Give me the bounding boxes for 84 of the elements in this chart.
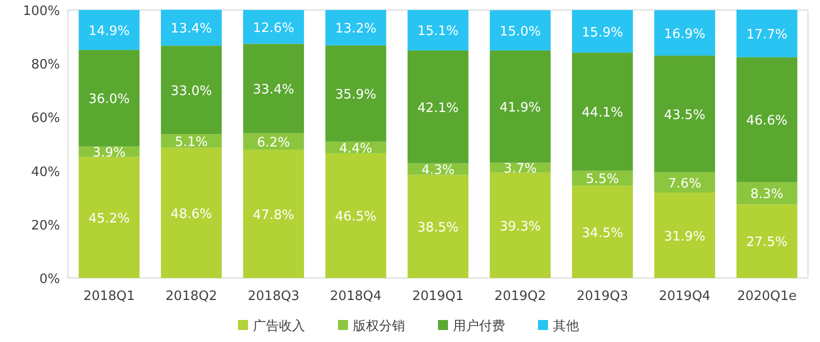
data-label: 33.4% [252, 82, 294, 98]
data-label: 14.9% [88, 24, 130, 39]
bar [654, 172, 716, 193]
data-label: 7.6% [668, 176, 702, 192]
bar [736, 204, 798, 278]
data-label: 4.4% [339, 141, 372, 156]
data-label: 15.1% [417, 24, 459, 40]
bar [736, 10, 798, 58]
bar [654, 10, 716, 56]
bar [325, 10, 386, 46]
y-tick-label: 20% [31, 218, 60, 234]
data-label: 41.9% [500, 100, 541, 116]
data-label: 34.5% [582, 226, 624, 241]
data-label: 31.9% [664, 229, 706, 244]
legend-label: 用户付费 [453, 319, 505, 334]
data-label: 15.0% [500, 24, 541, 40]
data-label: 46.6% [746, 114, 788, 129]
bar [325, 45, 386, 142]
x-tick-label: 2018Q3 [248, 289, 300, 304]
x-tick-label: 2019Q4 [658, 289, 710, 304]
data-label: 36.0% [88, 92, 130, 108]
bar [160, 46, 222, 134]
data-label: 46.5% [335, 210, 376, 225]
data-label: 38.5% [417, 220, 459, 236]
data-label: 5.1% [174, 134, 208, 150]
data-label: 16.9% [664, 26, 706, 42]
data-label: 33.0% [170, 84, 212, 99]
bar [490, 172, 551, 278]
data-label: 13.4% [170, 22, 212, 37]
data-label: 35.9% [335, 87, 376, 102]
y-tick-label: 40% [31, 164, 60, 180]
bar [243, 150, 304, 278]
x-tick-label: 2018Q1 [83, 289, 135, 304]
bar [78, 10, 140, 50]
data-label: 6.2% [257, 136, 290, 151]
y-tick-label: 80% [31, 58, 60, 73]
data-label: 3.9% [92, 146, 126, 161]
data-label: 17.7% [746, 27, 788, 42]
bar [325, 153, 386, 278]
data-label: 47.8% [252, 208, 294, 223]
data-label: 45.2% [88, 211, 130, 226]
x-tick-label: 2019Q3 [576, 289, 628, 304]
bar [160, 10, 222, 46]
bar [160, 148, 222, 278]
data-label: 27.5% [746, 235, 788, 250]
y-tick-label: 60% [31, 111, 60, 126]
bar [408, 174, 468, 278]
data-label: 39.3% [500, 219, 541, 234]
data-label: 4.3% [421, 163, 455, 178]
bar [78, 50, 140, 146]
x-tick-label: 2019Q2 [494, 289, 546, 304]
x-tick-label: 2018Q2 [166, 289, 218, 304]
data-label: 13.2% [335, 22, 376, 37]
bar [490, 50, 551, 163]
data-label: 15.9% [582, 25, 624, 40]
bar [572, 10, 633, 53]
legend-label: 其他 [553, 319, 579, 334]
bar [78, 156, 140, 278]
bar [490, 10, 551, 50]
x-tick-label: 2018Q4 [330, 289, 382, 304]
bar [243, 44, 304, 134]
x-tick-label: 2019Q1 [412, 289, 464, 304]
y-tick-label: 100% [22, 4, 60, 19]
data-label: 44.1% [582, 106, 624, 121]
bar [654, 192, 716, 278]
bar [408, 10, 468, 50]
data-label: 3.7% [504, 162, 537, 177]
data-label: 43.5% [664, 108, 706, 123]
data-label: 8.3% [750, 187, 784, 202]
data-label: 48.6% [170, 206, 212, 222]
bar [572, 186, 633, 278]
data-label: 5.5% [586, 172, 619, 188]
x-tick-label: 2020Q1e [737, 289, 797, 304]
bar [572, 52, 633, 171]
bar [243, 10, 304, 44]
y-tick-label: 0% [39, 272, 60, 287]
data-label: 42.1% [417, 100, 459, 116]
data-label: 12.6% [252, 20, 294, 36]
bar [408, 50, 468, 164]
bar [736, 57, 798, 182]
bar [654, 56, 716, 172]
legend-label: 版权分销 [353, 319, 405, 334]
bar [736, 182, 798, 204]
legend-label: 广告收入 [253, 319, 305, 334]
